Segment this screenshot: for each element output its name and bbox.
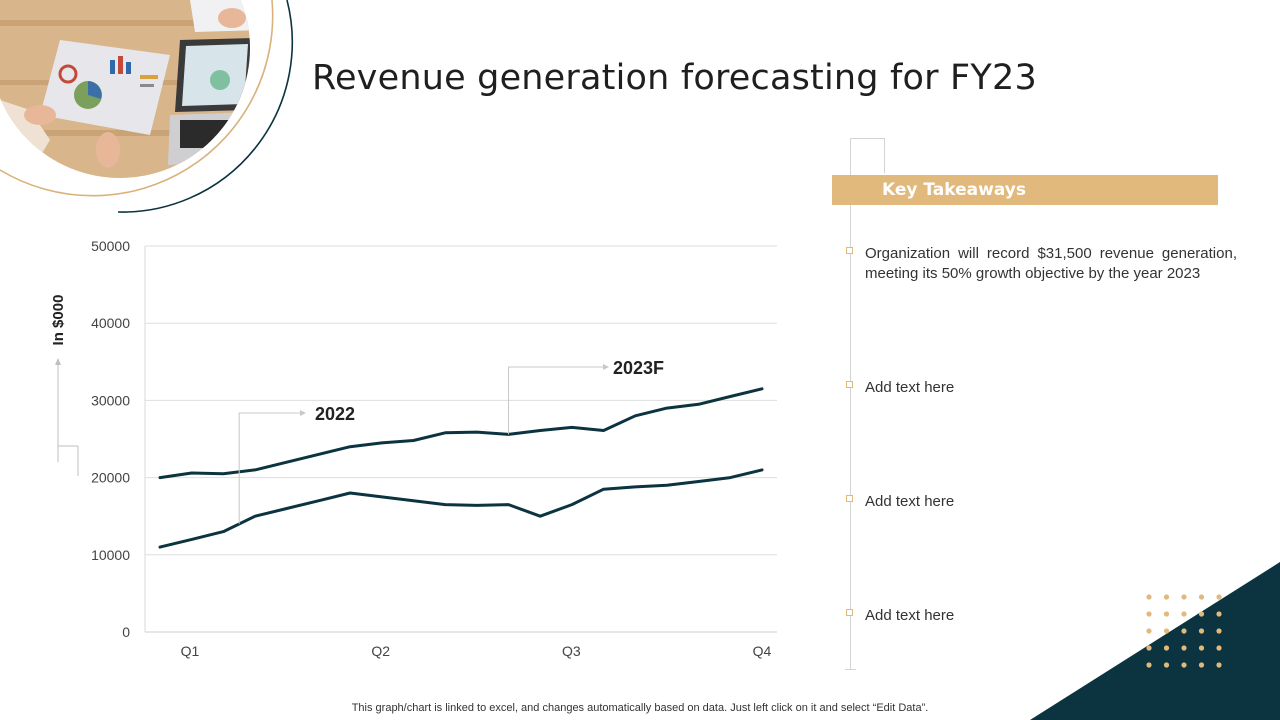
takeaway-text: Add text here [865,607,955,624]
takeaway-marker [846,495,853,502]
corner-dot [1163,645,1170,651]
revenue-line-chart: 0 10000 20000 30000 40000 50000 Q1 Q2 Q3 Q4 In $… [50,238,777,659]
takeaway-marker [846,609,853,616]
corner-dot-grid [1146,594,1222,668]
y-axis-ticks: 0 10000 20000 30000 40000 50000 [91,238,130,640]
series-line-2022 [158,468,764,549]
series-line-2023f [158,387,764,480]
y-axis-label: In $000 [50,295,67,346]
x-tick-label: Q1 [181,643,200,659]
corner-dot [1181,594,1187,600]
corner-dot [1216,628,1222,634]
y-tick-label: 40000 [91,315,130,331]
key-takeaways-title: Key Takeaways [882,180,1026,200]
corner-dot [1216,645,1222,651]
chart-series [158,387,764,549]
corner-dot [1216,594,1222,600]
callout-leader [238,412,300,524]
corner-dot [1181,662,1187,668]
x-tick-label: Q3 [562,643,581,659]
timeline-line [850,138,851,670]
corner-dot [1198,611,1205,617]
footer-note: This graph/chart is linked to excel, and… [351,702,929,714]
corner-dot [1163,628,1170,634]
y-axis-arrowhead [55,358,61,365]
x-tick-label: Q2 [371,643,390,659]
page-title: Revenue generation forecasting for FY23 [312,58,1037,98]
key-takeaways-header: Key Takeaways [832,175,1218,205]
corner-dot [1181,645,1187,651]
corner-triangle [1030,562,1280,720]
series-label: 2022 [315,404,355,424]
series-label: 2023F [613,358,664,378]
corner-dot [1163,594,1170,600]
corner-dot [1146,594,1152,600]
callout-leader [508,366,603,435]
takeaway-marker [846,381,853,388]
y-tick-label: 10000 [91,547,130,563]
corner-dot [1146,645,1152,651]
corner-dot [1163,611,1170,617]
corner-dot [1181,611,1187,617]
y-tick-label: 50000 [91,238,130,254]
takeaway-text: Add text here [865,379,955,396]
corner-dot [1198,645,1205,651]
corner-dot [1181,628,1187,634]
corner-dot [1146,611,1152,617]
timeline-top-bracket [850,138,885,173]
x-tick-label: Q4 [753,643,772,659]
corner-dot [1216,662,1222,668]
corner-decoration [1030,562,1280,720]
header-photo [0,0,300,220]
series-callouts: 2022 2023F [238,358,664,524]
y-axis-arrow [57,360,78,462]
corner-dot [1198,662,1205,668]
timeline-end-cap [845,669,856,670]
takeaway-text: Add text here [865,493,955,510]
y-tick-label: 30000 [91,392,130,408]
takeaway-text: Organization will record $31,500 revenue… [865,245,1237,282]
corner-dot [1146,628,1152,634]
corner-dot [1198,628,1205,634]
corner-dot [1198,594,1205,600]
y-tick-label: 20000 [91,470,130,486]
x-axis-ticks: Q1 Q2 Q3 Q4 [181,643,772,659]
corner-dot [1146,662,1152,668]
callout-arrowhead [603,364,609,370]
chart-gridlines [144,245,777,633]
y-axis-label-group: In $000 [50,295,79,476]
corner-dot [1163,662,1170,668]
takeaway-marker [846,247,853,254]
callout-arrowhead [300,410,306,416]
corner-dot [1216,611,1222,617]
y-tick-label: 0 [122,624,130,640]
